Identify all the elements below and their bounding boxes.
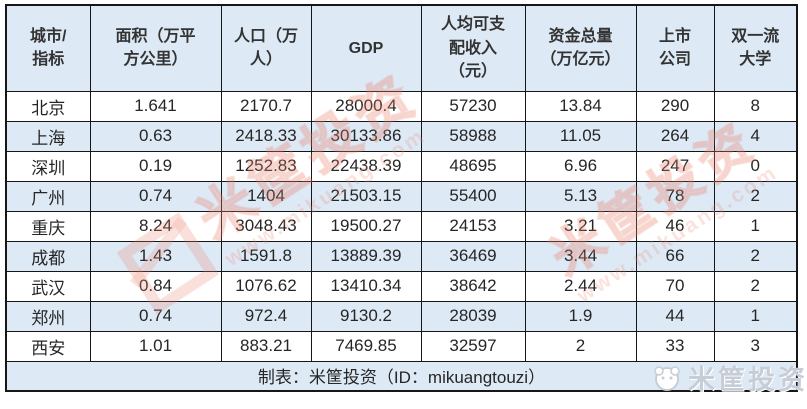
- value-cell: 38642: [420, 270, 526, 302]
- value-cell: 1252.83: [220, 150, 312, 182]
- table-body: 北京 1.641 2170.7 28000.4 57230 13.84 290 8 上海 0.63…: [5, 90, 798, 362]
- table-row: 重庆 8.24 3048.43 19500.27 24153 3.21 46 1: [5, 210, 798, 242]
- header-row: 城市/ 指标 面积（万平 方公里） 人口（万 人） GDP 人均可支 配收入 （…: [5, 4, 798, 92]
- value-cell: 36469: [420, 240, 526, 272]
- table-row: 西安 1.01 883.21 7469.85 32597 2 33 3: [5, 330, 798, 362]
- city-cell: 重庆: [5, 210, 91, 242]
- city-cell: 成都: [5, 240, 91, 272]
- value-cell: 2.44: [524, 270, 637, 302]
- city-cell: 北京: [5, 90, 91, 122]
- value-cell: 247: [635, 150, 715, 182]
- value-cell: 290: [635, 90, 715, 122]
- value-cell: 0.19: [89, 150, 222, 182]
- value-cell: 8: [713, 90, 798, 122]
- footer-credit: 制表：米筐投资（ID：mikuangtouzi）: [5, 360, 798, 392]
- value-cell: 78: [635, 180, 715, 212]
- city-cell: 深圳: [5, 150, 91, 182]
- value-cell: 1: [713, 300, 798, 332]
- value-cell: 1076.62: [220, 270, 312, 302]
- column-header-double-first-class: 双一流 大学: [713, 4, 798, 92]
- city-cell: 郑州: [5, 300, 91, 332]
- value-cell: 4: [713, 120, 798, 152]
- value-cell: 57230: [420, 90, 526, 122]
- value-cell: 70: [635, 270, 715, 302]
- column-header-city: 城市/ 指标: [5, 4, 91, 92]
- value-cell: 1.641: [89, 90, 222, 122]
- city-cell: 武汉: [5, 270, 91, 302]
- column-header-disposable-income: 人均可支 配收入 （元）: [420, 4, 526, 92]
- value-cell: 24153: [420, 210, 526, 242]
- table-row: 郑州 0.74 972.4 9130.2 28039 1.9 44 1: [5, 300, 798, 332]
- value-cell: 66: [635, 240, 715, 272]
- value-cell: 11.05: [524, 120, 637, 152]
- value-cell: 3: [713, 330, 798, 362]
- value-cell: 13410.34: [310, 270, 422, 302]
- value-cell: 6.96: [524, 150, 637, 182]
- value-cell: 22438.39: [310, 150, 422, 182]
- value-cell: 32597: [420, 330, 526, 362]
- table-row: 北京 1.641 2170.7 28000.4 57230 13.84 290 8: [5, 90, 798, 122]
- value-cell: 2: [713, 240, 798, 272]
- city-stats-table: 城市/ 指标 面积（万平 方公里） 人口（万 人） GDP 人均可支 配收入 （…: [5, 4, 798, 392]
- column-header-area: 面积（万平 方公里）: [89, 4, 222, 92]
- value-cell: 30133.86: [310, 120, 422, 152]
- value-cell: 13889.39: [310, 240, 422, 272]
- value-cell: 2418.33: [220, 120, 312, 152]
- column-header-population: 人口（万 人）: [220, 4, 312, 92]
- column-header-gdp: GDP: [310, 4, 422, 92]
- value-cell: 3048.43: [220, 210, 312, 242]
- column-header-total-funds: 资金总量 （万亿元）: [524, 4, 637, 92]
- table-row: 深圳 0.19 1252.83 22438.39 48695 6.96 247 0: [5, 150, 798, 182]
- value-cell: 8.24: [89, 210, 222, 242]
- value-cell: 1.01: [89, 330, 222, 362]
- value-cell: 0.63: [89, 120, 222, 152]
- value-cell: 33: [635, 330, 715, 362]
- value-cell: 1591.8: [220, 240, 312, 272]
- value-cell: 1: [713, 210, 798, 242]
- table-header: 城市/ 指标 面积（万平 方公里） 人口（万 人） GDP 人均可支 配收入 （…: [5, 4, 798, 92]
- value-cell: 28039: [420, 300, 526, 332]
- value-cell: 58988: [420, 120, 526, 152]
- table-footer: 制表：米筐投资（ID：mikuangtouzi）: [5, 360, 798, 392]
- value-cell: 3.44: [524, 240, 637, 272]
- value-cell: 5.13: [524, 180, 637, 212]
- value-cell: 2: [713, 270, 798, 302]
- footer-row: 制表：米筐投资（ID：mikuangtouzi）: [5, 360, 798, 392]
- value-cell: 9130.2: [310, 300, 422, 332]
- table-row: 武汉 0.84 1076.62 13410.34 38642 2.44 70 2: [5, 270, 798, 302]
- table-row: 广州 0.74 1404 21503.15 55400 5.13 78 2: [5, 180, 798, 212]
- value-cell: 1404: [220, 180, 312, 212]
- column-header-listed-companies: 上市 公司: [635, 4, 715, 92]
- value-cell: 48695: [420, 150, 526, 182]
- table-row: 成都 1.43 1591.8 13889.39 36469 3.44 66 2: [5, 240, 798, 272]
- value-cell: 2170.7: [220, 90, 312, 122]
- value-cell: 1.9: [524, 300, 637, 332]
- value-cell: 44: [635, 300, 715, 332]
- city-cell: 上海: [5, 120, 91, 152]
- value-cell: 0: [713, 150, 798, 182]
- value-cell: 19500.27: [310, 210, 422, 242]
- value-cell: 13.84: [524, 90, 637, 122]
- value-cell: 1.43: [89, 240, 222, 272]
- value-cell: 3.21: [524, 210, 637, 242]
- value-cell: 2: [524, 330, 637, 362]
- value-cell: 264: [635, 120, 715, 152]
- value-cell: 55400: [420, 180, 526, 212]
- table-row: 上海 0.63 2418.33 30133.86 58988 11.05 264 4: [5, 120, 798, 152]
- value-cell: 7469.85: [310, 330, 422, 362]
- value-cell: 0.74: [89, 300, 222, 332]
- value-cell: 972.4: [220, 300, 312, 332]
- value-cell: 46: [635, 210, 715, 242]
- city-cell: 西安: [5, 330, 91, 362]
- city-cell: 广州: [5, 180, 91, 212]
- value-cell: 21503.15: [310, 180, 422, 212]
- value-cell: 883.21: [220, 330, 312, 362]
- value-cell: 0.84: [89, 270, 222, 302]
- value-cell: 0.74: [89, 180, 222, 212]
- value-cell: 28000.4: [310, 90, 422, 122]
- value-cell: 2: [713, 180, 798, 212]
